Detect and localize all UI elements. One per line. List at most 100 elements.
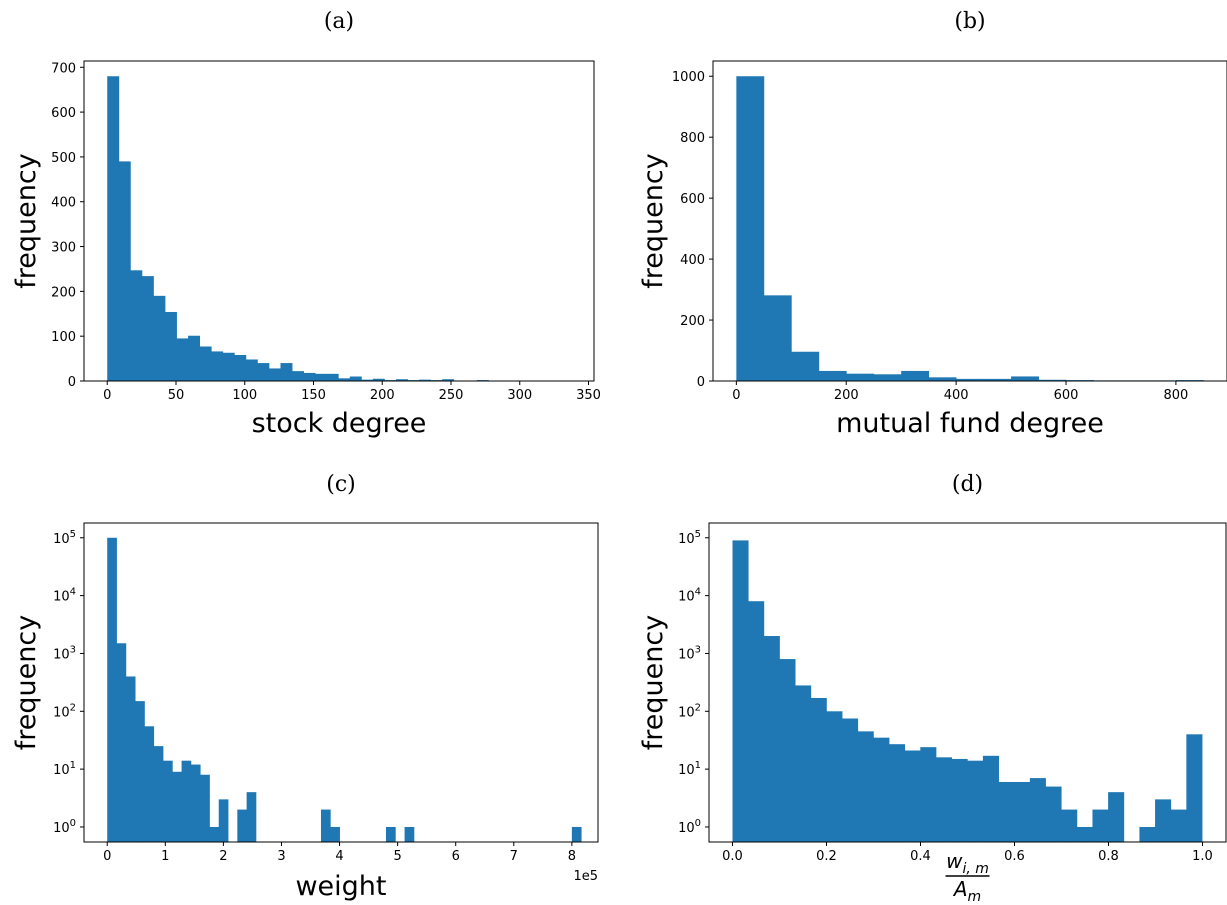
y-tick-label: 400	[680, 253, 705, 268]
y-tick-label: 105	[53, 529, 76, 547]
histogram-bar	[732, 540, 749, 842]
histogram-bar	[107, 537, 117, 842]
y-tick-label: 102	[678, 702, 701, 720]
x-tick-label: 6	[452, 849, 460, 864]
histogram-bar	[326, 373, 339, 381]
histogram-bar	[1108, 792, 1125, 842]
panel-d: 0.0 0.2 0.4 0.6 0.8 1.0 100 101 102 103 104 105 (d) f…	[638, 472, 1227, 905]
histogram-bar	[983, 378, 1012, 381]
y-tick-label: 500	[51, 151, 76, 166]
axes-frame	[708, 522, 1227, 843]
histogram-bar	[330, 826, 340, 842]
histogram-bar	[1029, 778, 1046, 842]
x-tick-label: 0	[103, 849, 111, 864]
histogram-bar	[982, 755, 999, 842]
y-tick-label: 0	[697, 375, 705, 390]
histogram-bar	[904, 750, 921, 842]
histogram-bar	[199, 346, 212, 381]
x-tick-label: 2	[219, 849, 227, 864]
y-axis-label: frequency	[638, 153, 669, 288]
y-tick-label: 200	[51, 285, 76, 300]
histogram-bar	[386, 826, 396, 842]
x-tick-label: 100	[232, 388, 257, 403]
histogram-bar	[164, 311, 177, 381]
histogram-bar	[372, 378, 385, 381]
histogram-bar	[748, 601, 765, 842]
panel-a: 0 50 100 150 200 250 300 350 0 100 200 300 400 500 600…	[11, 9, 601, 439]
histogram-bar	[237, 809, 248, 842]
histogram-bar	[928, 377, 957, 381]
panel-c: 0 1 2 3 4 5 6 7 8 100 101 102 103 104 105 (c) frequency w…	[11, 472, 599, 902]
x-tick-label: 300	[507, 388, 532, 403]
histogram-bar	[190, 764, 201, 842]
x-axis-label: weight	[295, 871, 386, 902]
y-tick-label: 600	[680, 192, 705, 207]
histogram-bar	[1076, 826, 1093, 842]
histogram-bar	[153, 746, 164, 842]
histogram-bar	[162, 760, 173, 842]
histogram-bar	[211, 351, 224, 381]
axes-frame	[712, 60, 1227, 382]
y-tick-label: 400	[51, 196, 76, 211]
panel-title: (b)	[954, 9, 985, 34]
x-axis-label-denominator: Am	[952, 877, 981, 905]
histogram-bar	[419, 379, 432, 381]
histogram-bar	[320, 809, 331, 842]
x-tick-label: 600	[1054, 388, 1079, 403]
histogram-bar	[118, 161, 131, 381]
histogram-bar	[1170, 809, 1187, 842]
y-tick-label: 700	[51, 61, 76, 76]
panel-b: 0 200 400 600 800 0 200 400 600 800 1000 (b) frequen…	[638, 9, 1227, 439]
histogram-bar	[826, 711, 843, 842]
y-tick-label: 101	[53, 760, 76, 778]
x-tick-label: 800	[1163, 388, 1188, 403]
histogram-bar	[303, 372, 316, 381]
y-tick-label: 100	[51, 330, 76, 345]
y-tick-label: 102	[53, 702, 76, 720]
axes-frame	[83, 60, 595, 382]
y-tick-label: 300	[51, 241, 76, 256]
histogram-bar	[257, 363, 270, 381]
y-axis-label: frequency	[11, 615, 42, 750]
x-tick-label: 0.6	[1004, 849, 1025, 864]
x-tick-label: 8	[568, 849, 576, 864]
histogram-bar	[901, 370, 930, 381]
histogram-bar	[810, 697, 827, 842]
x-tick-label: 0.4	[910, 849, 931, 864]
histogram-bar	[361, 379, 374, 381]
y-tick-label: 0	[68, 375, 76, 390]
x-tick-label: 7	[510, 849, 518, 864]
histogram-bar	[130, 270, 143, 381]
y-tick-label: 101	[678, 760, 701, 778]
histogram-bar	[818, 370, 847, 381]
histogram-bar	[763, 636, 780, 842]
histogram-bar	[218, 799, 229, 842]
histogram-bar	[116, 643, 127, 842]
x-tick-label: 0.0	[722, 849, 743, 864]
histogram-bar	[842, 718, 859, 842]
histogram-bar	[442, 379, 455, 381]
histogram-bar	[222, 352, 235, 381]
y-tick-label: 104	[678, 587, 701, 605]
panel-title: (c)	[326, 472, 356, 497]
histogram-bar	[998, 781, 1015, 842]
histogram-bar	[209, 826, 220, 842]
histogram-bar	[135, 701, 145, 842]
panel-title: (d)	[952, 472, 983, 497]
histogram-bar	[791, 351, 820, 381]
histogram-bar	[107, 76, 120, 382]
y-tick-label: 200	[680, 314, 705, 329]
x-tick-label: 150	[301, 388, 326, 403]
histogram-bar	[404, 826, 415, 842]
histogram-bar	[779, 659, 796, 842]
histogram-bar	[188, 335, 201, 381]
histogram-bar	[280, 363, 293, 381]
x-tick-label: 50	[168, 388, 185, 403]
histogram-bar	[1155, 799, 1172, 842]
histogram-bar	[763, 295, 792, 381]
histogram-bar	[246, 792, 257, 842]
histogram-bar	[873, 374, 902, 381]
histogram-bar	[873, 737, 890, 842]
histogram-bar	[967, 760, 984, 842]
histogram-bar	[846, 373, 875, 381]
